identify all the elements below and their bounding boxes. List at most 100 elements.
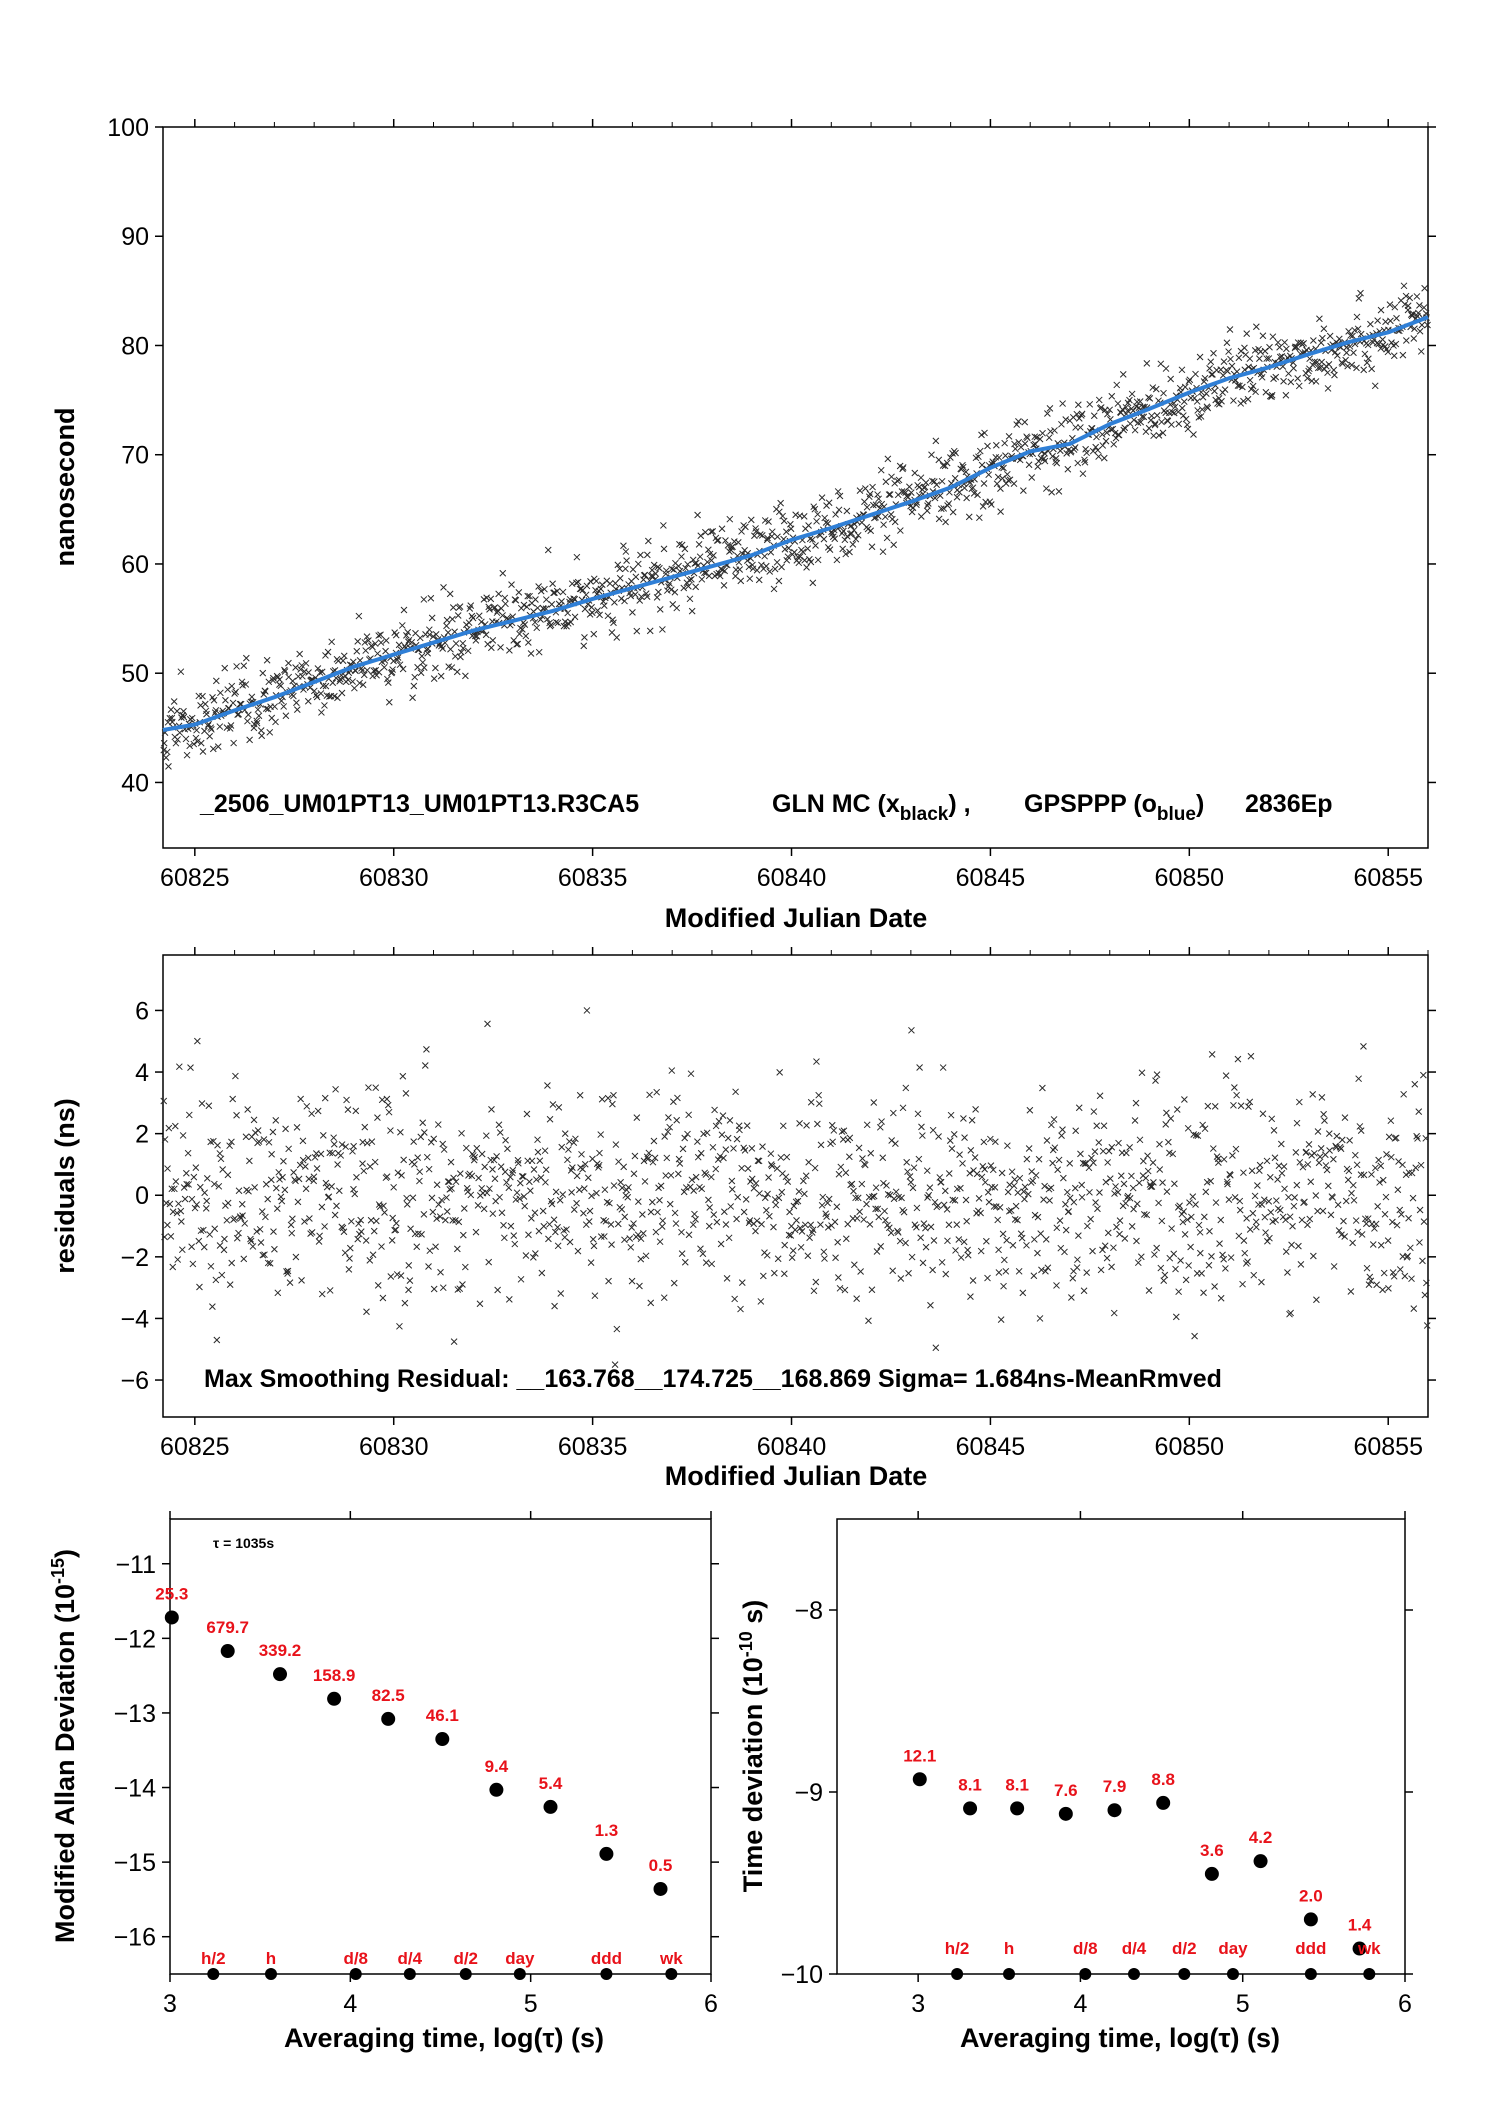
glnmc-point	[596, 611, 603, 619]
residual-point	[679, 1145, 687, 1153]
glnmc-point	[1365, 355, 1372, 363]
residual-point	[618, 1184, 626, 1192]
residual-point	[1250, 1271, 1258, 1279]
residual-point	[856, 1208, 864, 1216]
residual-point	[249, 1243, 257, 1250]
residual-point	[946, 1137, 954, 1145]
residual-point	[1312, 1192, 1320, 1199]
glnmc-point	[432, 631, 440, 638]
glnmc-point	[796, 553, 804, 560]
glnmc-point	[726, 515, 734, 523]
residual-point	[326, 1149, 334, 1157]
residual-point	[807, 1098, 815, 1106]
residual-point	[1333, 1132, 1341, 1140]
glnmc-point	[166, 714, 174, 722]
glnmc-point	[1148, 412, 1155, 420]
glnmc-point	[244, 717, 251, 725]
glnmc-point	[1399, 351, 1407, 359]
residual-point	[397, 1272, 405, 1279]
residual-point	[1341, 1233, 1349, 1240]
glnmc-point	[846, 548, 853, 556]
glnmc-point	[201, 700, 209, 708]
glnmc-point	[1294, 375, 1302, 382]
glnmc-point	[1266, 343, 1273, 351]
glnmc-point	[558, 598, 565, 605]
glnmc-point	[1210, 349, 1217, 357]
glnmc-point	[604, 612, 612, 620]
residual-point	[1317, 1145, 1325, 1152]
residual-point	[925, 1191, 933, 1199]
glnmc-point	[879, 548, 887, 556]
residual-point	[1040, 1196, 1047, 1203]
glnmc-point	[1005, 433, 1013, 440]
residual-point	[892, 1188, 900, 1196]
x-tick-label: 60835	[558, 864, 628, 892]
residual-point	[306, 1215, 313, 1222]
residual-point	[1094, 1205, 1101, 1213]
residual-point	[848, 1180, 856, 1188]
residual-point	[948, 1145, 956, 1152]
residual-point	[177, 1218, 185, 1225]
residual-point	[375, 1201, 383, 1208]
residual-point	[1350, 1196, 1358, 1204]
deviation-point	[273, 1667, 288, 1682]
glnmc-point	[843, 507, 851, 515]
glnmc-point	[770, 585, 778, 593]
residual-point	[450, 1174, 457, 1182]
glnmc-point	[698, 575, 706, 583]
residual-point	[1251, 1192, 1259, 1200]
residual-point	[647, 1208, 655, 1216]
glnmc-point	[913, 501, 920, 509]
glnmc-point	[1377, 345, 1385, 352]
glnmc-point	[472, 636, 480, 644]
residual-point	[1272, 1216, 1279, 1224]
residual-point	[1037, 1230, 1045, 1237]
residual-point	[1003, 1236, 1011, 1244]
residual-point	[545, 1235, 552, 1243]
residual-point	[1355, 1075, 1362, 1083]
residual-point	[352, 1107, 360, 1115]
residual-point	[1135, 1179, 1143, 1187]
glnmc-point	[762, 562, 770, 570]
glnmc-point	[888, 473, 895, 481]
glnmc-point	[886, 491, 894, 498]
glnmc-point	[277, 682, 285, 690]
glnmc-point	[820, 535, 828, 543]
glnmc-point	[984, 442, 991, 450]
residual-point	[1307, 1178, 1315, 1186]
residual-point	[1093, 1122, 1101, 1130]
deviation-point	[1156, 1795, 1171, 1810]
residual-point	[1014, 1189, 1022, 1196]
residual-point	[872, 1205, 879, 1213]
glnmc-point	[883, 534, 891, 542]
residual-point	[654, 1208, 661, 1216]
residual-point	[841, 1286, 849, 1294]
residual-point	[585, 1218, 593, 1225]
glnmc-point	[995, 454, 1003, 461]
residual-point	[1060, 1174, 1067, 1182]
residual-point	[653, 1088, 661, 1096]
residual-point	[353, 1173, 360, 1181]
residual-point	[1099, 1147, 1107, 1155]
residual-point	[1035, 1155, 1043, 1163]
residual-point	[712, 1165, 720, 1173]
glnmc-point	[617, 595, 625, 602]
residual-point	[829, 1138, 837, 1146]
glnmc-point	[1317, 339, 1325, 347]
glnmc-point	[874, 491, 881, 498]
residual-point	[995, 1269, 1003, 1276]
glnmc-point	[248, 693, 256, 701]
residual-point	[1322, 1162, 1330, 1169]
deviation-point	[381, 1711, 396, 1726]
residual-point	[446, 1186, 454, 1193]
glnmc-point	[305, 669, 312, 676]
glnmc-point	[1044, 410, 1051, 417]
glnmc-point	[319, 682, 327, 690]
residual-point	[556, 1196, 564, 1204]
glnmc-point	[550, 589, 557, 597]
residual-point	[968, 1116, 976, 1124]
residual-point	[1201, 1125, 1209, 1133]
residual-point	[824, 1199, 831, 1207]
residual-point	[161, 1136, 169, 1143]
residual-point	[711, 1106, 718, 1114]
